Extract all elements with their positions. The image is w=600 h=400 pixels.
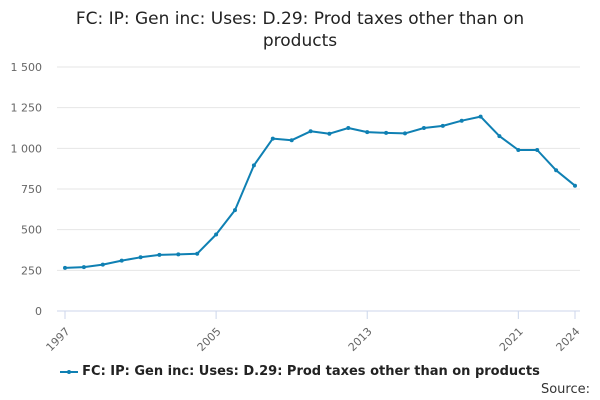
y-tick-label: 750 [21,183,42,196]
data-point [516,148,521,152]
data-point [289,138,294,143]
y-tick-label: 1 250 [11,102,43,115]
axes [57,310,580,319]
y-tick-label: 1 000 [11,142,43,155]
data-point [138,255,143,260]
data-point [270,136,275,141]
chart-title: FC: IP: Gen inc: Uses: D.29: Prod taxes … [0,8,600,52]
data-point [554,168,559,173]
data-point [497,134,502,139]
chart-title-line-1: FC: IP: Gen inc: Uses: D.29: Prod taxes … [75,9,525,29]
data-point [100,262,105,267]
y-tick-label: 500 [21,224,42,237]
legend-label: FC: IP: Gen inc: Uses: D.29: Prod taxes … [82,364,540,379]
data-point [384,130,389,135]
data-point [63,265,67,270]
data-point [251,163,256,168]
data-point [157,252,162,257]
data-point [573,183,577,188]
data-point [403,131,407,136]
data-point [327,131,332,136]
data-point [478,114,483,119]
gridlines [57,66,580,271]
data-point [440,123,445,128]
y-tick-label: 0 [35,305,42,318]
x-tick-label: 2005 [195,325,224,354]
data-point [365,130,370,135]
data-point [535,148,540,152]
x-tick-label: 1997 [44,325,73,354]
series-line [64,115,576,269]
y-tick-label: 250 [21,264,42,277]
y-tick-label: 1 500 [11,61,43,74]
x-tick-label: 2013 [346,325,375,354]
data-point [421,126,426,130]
data-point [81,265,86,270]
legend-swatch [60,367,79,377]
data-point [233,208,237,213]
legend[interactable]: FC: IP: Gen inc: Uses: D.29: Prod taxes … [0,364,600,379]
data-point [195,251,200,256]
chart-title-line-2: products [262,31,338,51]
series-group [63,114,577,270]
data-point [119,258,124,263]
x-tick-label: 2024 [554,325,583,354]
source-label: Source: [540,382,590,397]
data-point [176,252,181,257]
tick-labels: 0 250 500 750 1 000 1 250 1 500 1997 2005 2013 202… [11,61,583,354]
x-tick-label: 2021 [497,325,526,354]
data-point [346,126,351,130]
data-point [308,129,313,134]
data-point [459,118,464,123]
data-point [214,232,219,237]
